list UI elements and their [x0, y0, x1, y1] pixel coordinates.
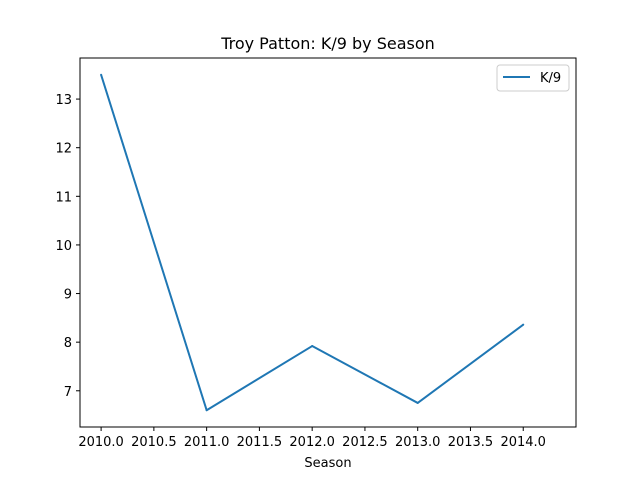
y-tick-label: 12: [55, 142, 72, 157]
y-tick-label: 7: [64, 385, 72, 400]
y-tick-label: 11: [55, 190, 72, 205]
x-tick-label: 2012.5: [342, 435, 388, 450]
x-tick-label: 2010.5: [131, 435, 177, 450]
series-layer: [100, 73, 525, 412]
x-tick-label: 2010.0: [78, 435, 124, 450]
chart-title: Troy Patton: K/9 by Season: [220, 34, 435, 53]
x-tick-label: 2014.0: [500, 435, 546, 450]
data-point: [100, 73, 103, 76]
x-tick-label: 2013.0: [395, 435, 441, 450]
x-axis-label: Season: [304, 456, 351, 471]
legend: K/9: [496, 64, 570, 92]
x-axis: 2010.0 2010.5 2011.0 2011.5 2012.0 2012.5 2013…: [78, 427, 546, 450]
y-tick-label: 13: [55, 93, 72, 108]
legend-label: K/9: [540, 71, 561, 86]
y-tick-label: 8: [64, 336, 72, 351]
data-point: [522, 323, 525, 326]
data-point: [416, 401, 419, 404]
x-tick-label: 2013.5: [448, 435, 494, 450]
y-axis: 7 8 9 10 11 12 13: [55, 93, 80, 400]
x-tick-label: 2012.0: [289, 435, 335, 450]
legend-box: [496, 64, 570, 92]
x-tick-label: 2011.0: [184, 435, 230, 450]
data-point: [311, 345, 314, 348]
x-tick-label: 2011.5: [237, 435, 283, 450]
data-point: [205, 409, 208, 412]
plot-frame: [79, 57, 577, 428]
y-tick-label: 9: [64, 288, 72, 303]
y-tick-label: 10: [55, 239, 72, 254]
